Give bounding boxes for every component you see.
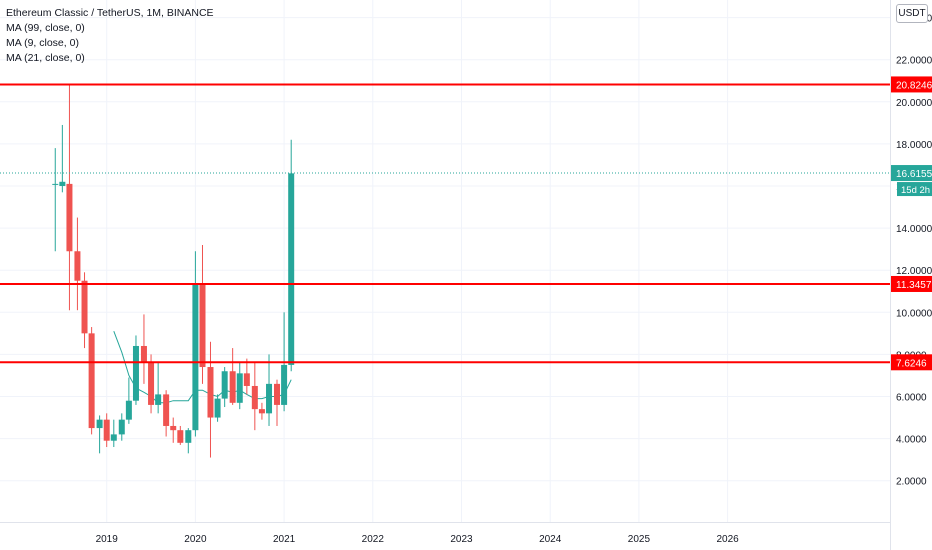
- candle-up[interactable]: [236, 373, 243, 403]
- countdown-label: 15d 2h: [901, 185, 930, 196]
- x-tick-label: 2022: [362, 534, 385, 545]
- x-tick-label: 2020: [184, 534, 207, 545]
- candle-up[interactable]: [155, 394, 162, 405]
- x-tick-label: 2019: [96, 534, 119, 545]
- x-tick-label: 2024: [539, 534, 562, 545]
- legend-symbol[interactable]: Ethereum Classic / TetherUS, 1M, BINANCE: [6, 7, 214, 19]
- candle-up[interactable]: [288, 173, 295, 365]
- y-tick-label: 4.0000: [896, 435, 927, 446]
- level-price-label-bg: [891, 354, 932, 371]
- last-price-label: 16.6155: [896, 169, 932, 180]
- level-price-label: 11.3457: [896, 280, 932, 291]
- level-price-label: 7.6246: [896, 358, 927, 369]
- candle-down[interactable]: [177, 430, 184, 443]
- candle-up[interactable]: [52, 183, 59, 185]
- candle-down[interactable]: [140, 345, 147, 363]
- candle-down[interactable]: [207, 367, 214, 418]
- y-tick-label: 10.0000: [896, 308, 932, 319]
- last-price-label-bg: [891, 165, 932, 182]
- candle-up[interactable]: [185, 430, 192, 443]
- candle-down[interactable]: [163, 394, 170, 426]
- level-price-label-bg: [891, 275, 932, 292]
- x-tick-label: 2023: [450, 534, 473, 545]
- candle-up[interactable]: [118, 419, 125, 435]
- candle-down[interactable]: [170, 425, 177, 431]
- y-tick-label: 14.0000: [896, 224, 932, 235]
- candle-down[interactable]: [81, 280, 88, 334]
- candle-down[interactable]: [199, 284, 206, 368]
- y-tick-label: 6.0000: [896, 393, 927, 404]
- candle-up[interactable]: [266, 383, 273, 414]
- candle-up[interactable]: [132, 345, 139, 401]
- ma-line: [113, 331, 292, 404]
- y-tick-label: 12.0000: [896, 266, 932, 277]
- level-price-label: 20.8246: [896, 80, 932, 91]
- x-tick-label: 2025: [628, 534, 651, 545]
- y-tick-label: 2.0000: [896, 477, 927, 488]
- candle-down[interactable]: [274, 383, 281, 405]
- legend-ma-21[interactable]: MA (21, close, 0): [6, 52, 85, 64]
- candle-down[interactable]: [74, 251, 81, 281]
- y-tick-label: 18.0000: [896, 140, 932, 151]
- candle-down[interactable]: [88, 333, 95, 429]
- candle-down[interactable]: [251, 385, 258, 410]
- legend-ma-99[interactable]: MA (99, close, 0): [6, 22, 85, 34]
- candle-down[interactable]: [103, 419, 110, 441]
- candle-up[interactable]: [110, 434, 117, 441]
- candle-down[interactable]: [148, 362, 155, 405]
- candle-down[interactable]: [243, 373, 250, 386]
- x-tick-label: 2026: [716, 534, 739, 545]
- candle-up[interactable]: [96, 419, 103, 429]
- candle-up[interactable]: [59, 181, 66, 186]
- candle-down[interactable]: [229, 371, 236, 403]
- candle-up[interactable]: [125, 400, 132, 420]
- candle-up[interactable]: [221, 371, 228, 399]
- candle-up[interactable]: [192, 284, 199, 431]
- currency-button[interactable]: USDT: [896, 4, 928, 23]
- x-tick-label: 2021: [273, 534, 296, 545]
- candle-up[interactable]: [281, 364, 288, 405]
- y-tick-label: 20.0000: [896, 98, 932, 109]
- candle-up[interactable]: [214, 398, 221, 418]
- candle-down[interactable]: [66, 183, 73, 252]
- countdown-label-bg: [897, 182, 932, 197]
- level-price-label-bg: [891, 76, 932, 93]
- chart-legend: Ethereum Classic / TetherUS, 1M, BINANCE…: [6, 6, 214, 66]
- candle-down[interactable]: [258, 409, 265, 414]
- legend-ma-9[interactable]: MA (9, close, 0): [6, 37, 79, 49]
- y-tick-label: 22.0000: [896, 56, 932, 67]
